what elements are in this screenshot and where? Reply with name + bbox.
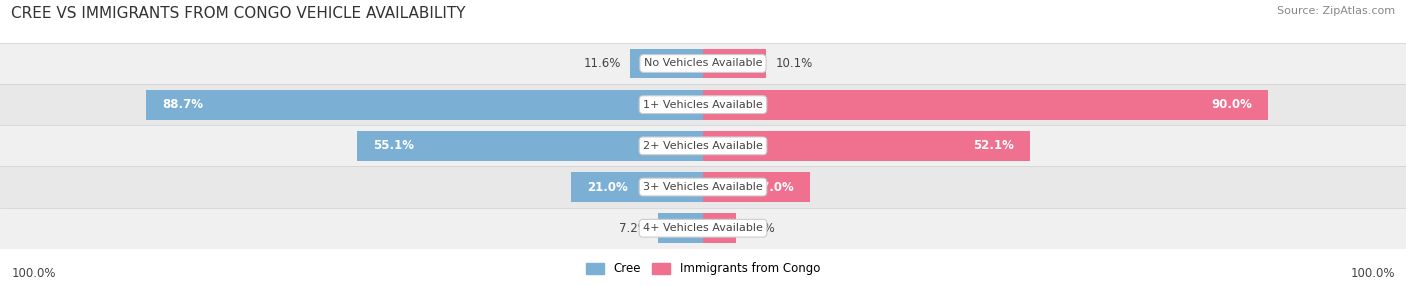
Bar: [703, 213, 735, 243]
Text: No Vehicles Available: No Vehicles Available: [644, 59, 762, 68]
Bar: [0, 43, 1406, 84]
Text: 7.2%: 7.2%: [619, 222, 648, 235]
Bar: [658, 213, 703, 243]
Text: 55.1%: 55.1%: [373, 139, 413, 152]
Text: 52.1%: 52.1%: [973, 139, 1014, 152]
Legend: Cree, Immigrants from Congo: Cree, Immigrants from Congo: [581, 258, 825, 280]
Text: 88.7%: 88.7%: [162, 98, 202, 111]
Text: 4+ Vehicles Available: 4+ Vehicles Available: [643, 223, 763, 233]
Text: CREE VS IMMIGRANTS FROM CONGO VEHICLE AVAILABILITY: CREE VS IMMIGRANTS FROM CONGO VEHICLE AV…: [11, 6, 465, 21]
Bar: [703, 49, 766, 78]
Text: 11.6%: 11.6%: [583, 57, 621, 70]
Bar: [703, 172, 810, 202]
Text: 100.0%: 100.0%: [1350, 267, 1395, 280]
Bar: [0, 125, 1406, 166]
Text: 21.0%: 21.0%: [586, 180, 627, 194]
Text: 10.1%: 10.1%: [776, 57, 813, 70]
Bar: [571, 172, 703, 202]
Text: 90.0%: 90.0%: [1212, 98, 1253, 111]
Bar: [0, 166, 1406, 208]
Bar: [0, 208, 1406, 249]
Text: 100.0%: 100.0%: [11, 267, 56, 280]
Bar: [703, 90, 1268, 120]
Text: 5.2%: 5.2%: [745, 222, 775, 235]
Text: 17.0%: 17.0%: [754, 180, 794, 194]
Bar: [357, 131, 703, 161]
Text: 1+ Vehicles Available: 1+ Vehicles Available: [643, 100, 763, 110]
Bar: [703, 131, 1031, 161]
Bar: [630, 49, 703, 78]
Bar: [0, 84, 1406, 125]
Bar: [146, 90, 703, 120]
Text: 2+ Vehicles Available: 2+ Vehicles Available: [643, 141, 763, 151]
Text: Source: ZipAtlas.com: Source: ZipAtlas.com: [1277, 6, 1395, 16]
Text: 3+ Vehicles Available: 3+ Vehicles Available: [643, 182, 763, 192]
